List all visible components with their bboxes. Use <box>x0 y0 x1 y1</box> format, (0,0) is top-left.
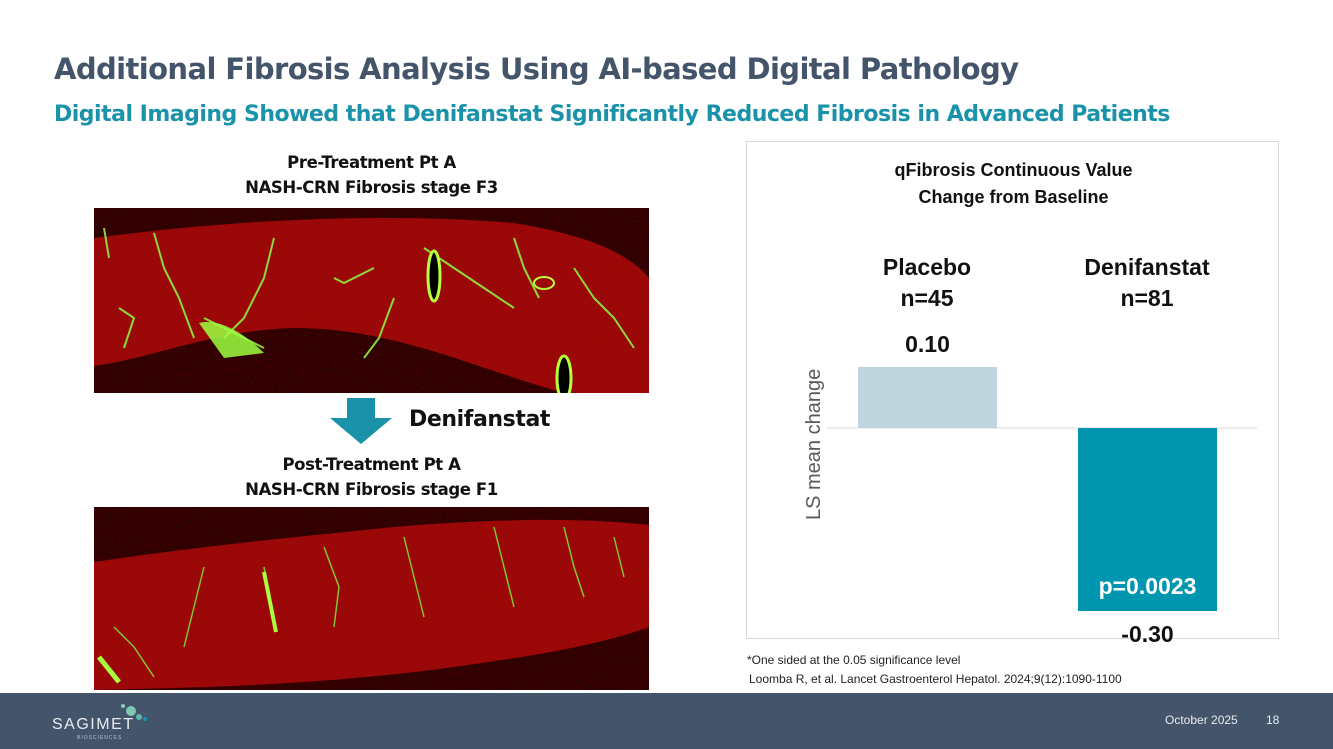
chart-title-line2: Change from Baseline <box>918 187 1109 207</box>
p-value-annotation: p=0.0023 <box>1098 573 1197 599</box>
pre-treatment-label: Pre-Treatment Pt A <box>287 153 456 172</box>
footer-date: October 2025 <box>1165 713 1238 727</box>
footer-bar: SAGIMET BIOSCIENCES October 2025 18 <box>0 693 1333 749</box>
category-name: Placebo <box>882 254 972 280</box>
data-label-denifanstat: -0.30 <box>1121 621 1174 647</box>
post-treatment-caption: Post-Treatment Pt A NASH-CRN Fibrosis st… <box>94 452 649 502</box>
page-number: 18 <box>1266 713 1280 727</box>
chart-title-line1: qFibrosis Continuous Value <box>894 160 1133 180</box>
category-n: n=81 <box>1120 285 1174 311</box>
svg-text:BIOSCIENCES: BIOSCIENCES <box>77 735 122 741</box>
slide-subtitle: Digital Imaging Showed that Denifanstat … <box>54 102 1170 127</box>
bar-chart: qFibrosis Continuous Value Change from B… <box>746 141 1280 647</box>
treatment-arrow-label: Denifanstat <box>409 407 551 432</box>
bar-denifanstat <box>1078 428 1217 611</box>
citation: Loomba R, et al. Lancet Gastroenterol He… <box>749 672 1122 686</box>
category-n: n=45 <box>900 285 954 311</box>
post-treatment-histology-image <box>94 507 649 690</box>
chart-title: qFibrosis Continuous Value Change from B… <box>747 157 1280 211</box>
arrow-down-icon <box>330 398 392 444</box>
bar-placebo <box>858 367 997 428</box>
pre-treatment-histology-image <box>94 208 649 393</box>
pre-treatment-caption: Pre-Treatment Pt A NASH-CRN Fibrosis sta… <box>94 150 649 200</box>
pre-treatment-stage: NASH-CRN Fibrosis stage F3 <box>245 178 498 197</box>
footnote: *One sided at the 0.05 significance leve… <box>747 653 961 667</box>
data-label-placebo: 0.10 <box>905 331 950 357</box>
post-treatment-stage: NASH-CRN Fibrosis stage F1 <box>245 480 498 499</box>
category-name: Denifanstat <box>1084 254 1210 280</box>
plot-area <box>827 367 1257 611</box>
category-label-denifanstat: Denifanstat n=81 <box>1047 252 1247 314</box>
slide-title: Additional Fibrosis Analysis Using AI-ba… <box>54 52 1019 86</box>
sagimet-logo: SAGIMET BIOSCIENCES <box>52 704 147 741</box>
category-label-placebo: Placebo n=45 <box>837 252 1017 314</box>
post-treatment-label: Post-Treatment Pt A <box>282 455 461 474</box>
svg-text:SAGIMET: SAGIMET <box>52 716 135 733</box>
